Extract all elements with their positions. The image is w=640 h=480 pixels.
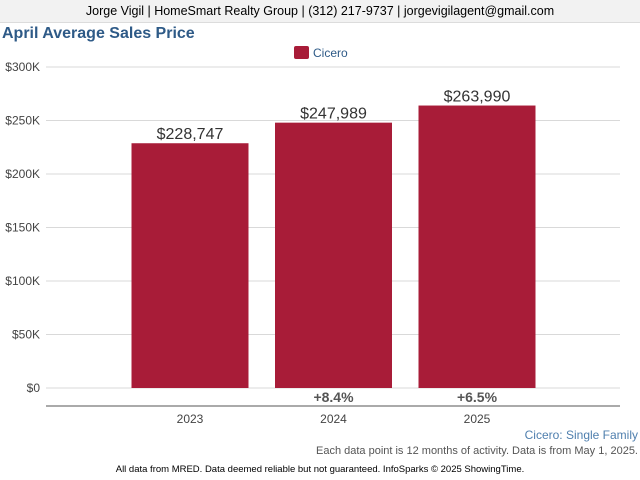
y-tick-label: $100K: [5, 274, 40, 288]
y-tick-label: $300K: [5, 60, 40, 74]
legend-label: Cicero: [313, 46, 348, 60]
y-tick-label: $150K: [5, 221, 40, 235]
bar-value-label: $263,990: [444, 89, 511, 106]
contact-header: Jorge Vigil | HomeSmart Realty Group | (…: [0, 0, 640, 23]
bar-value-label: $247,989: [300, 106, 367, 123]
data-note: Each data point is 12 months of activity…: [315, 445, 638, 457]
bar: [275, 122, 392, 389]
x-tick-label: 2025: [464, 412, 491, 426]
chart-title: April Average Sales Price: [2, 25, 195, 42]
y-tick-label: $250K: [5, 114, 40, 128]
bar: [418, 105, 536, 388]
bar-value-label: $228,747: [157, 126, 224, 143]
y-tick-label: $200K: [5, 167, 40, 181]
bar-chart: $0 $50K $100K $150K $200K $250K $300K Cicero $22…: [5, 46, 620, 426]
x-tick-label: 2024: [320, 412, 347, 426]
chart-subtitle: Cicero: Single Family: [524, 428, 638, 442]
change-label: +8.4%: [313, 389, 354, 405]
bar: [131, 143, 249, 388]
change-label: +6.5%: [457, 389, 498, 405]
footer-disclaimer: All data from MRED. Data deemed reliable…: [115, 464, 525, 475]
y-tick-label: $0: [27, 381, 41, 395]
x-tick-label: 2023: [177, 412, 204, 426]
y-tick-label: $50K: [12, 328, 40, 342]
legend-swatch: [294, 46, 309, 59]
